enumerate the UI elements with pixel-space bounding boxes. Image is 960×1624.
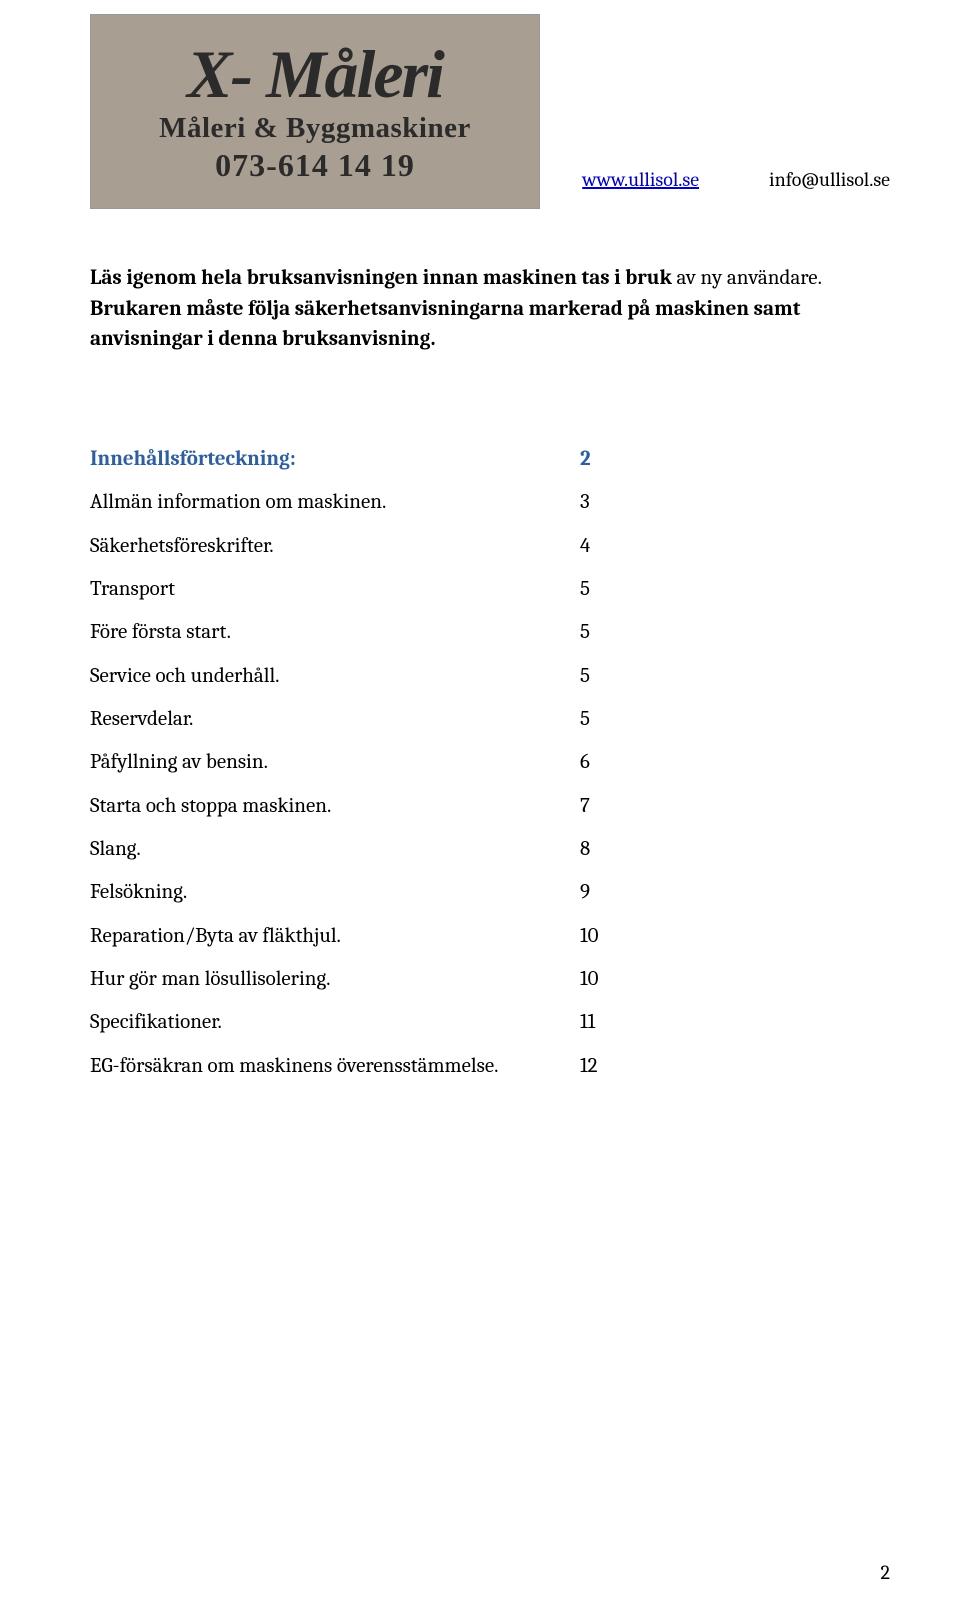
toc-label: Transport <box>90 575 580 603</box>
toc-row: Reservdelar. 5 <box>90 705 620 733</box>
toc-row: Allmän information om maskinen. 3 <box>90 488 620 516</box>
toc-page: 5 <box>580 618 620 646</box>
toc-page: 11 <box>580 1008 620 1036</box>
toc-row: EG-försäkran om maskinens överensstämmel… <box>90 1052 620 1080</box>
logo-phone: 073-614 14 19 <box>215 147 415 184</box>
toc-heading-page: 2 <box>580 445 620 473</box>
toc-label: Felsökning. <box>90 878 580 906</box>
toc-page: 3 <box>580 488 620 516</box>
toc-row: Transport 5 <box>90 575 620 603</box>
toc-label: Säkerhetsföreskrifter. <box>90 532 580 560</box>
toc-row: Hur gör man lösullisolering. 10 <box>90 965 620 993</box>
toc-label: Starta och stoppa maskinen. <box>90 792 580 820</box>
logo-subtitle: Måleri & Byggmaskiner <box>159 112 471 145</box>
logo-box: X- Måleri Måleri & Byggmaskiner 073-614 … <box>90 14 540 209</box>
toc-page: 5 <box>580 662 620 690</box>
toc-page: 4 <box>580 532 620 560</box>
document-page: X- Måleri Måleri & Byggmaskiner 073-614 … <box>0 0 960 1624</box>
toc-label: Före första start. <box>90 618 580 646</box>
toc-row: Service och underhåll. 5 <box>90 662 620 690</box>
toc-label: Reservdelar. <box>90 705 580 733</box>
toc-page: 8 <box>580 835 620 863</box>
toc-row: Specifikationer. 11 <box>90 1008 620 1036</box>
toc-row: Slang. 8 <box>90 835 620 863</box>
intro-bold-2: Brukaren måste följa säkerhetsanvisninga… <box>90 297 800 352</box>
intro-tail: av ny användare. <box>677 266 822 290</box>
table-of-contents: Innehållsförteckning: 2 Allmän informati… <box>90 445 890 1080</box>
header-row: X- Måleri Måleri & Byggmaskiner 073-614 … <box>90 14 890 209</box>
toc-row: Före första start. 5 <box>90 618 620 646</box>
toc-heading-row: Innehållsförteckning: 2 <box>90 445 620 473</box>
toc-page: 9 <box>580 878 620 906</box>
toc-label: Allmän information om maskinen. <box>90 488 580 516</box>
toc-page: 5 <box>580 705 620 733</box>
toc-page: 5 <box>580 575 620 603</box>
toc-label: Specifikationer. <box>90 1008 580 1036</box>
toc-label: Hur gör man lösullisolering. <box>90 965 580 993</box>
toc-page: 6 <box>580 748 620 776</box>
toc-row: Felsökning. 9 <box>90 878 620 906</box>
intro-bold-1: Läs igenom hela bruksanvisningen innan m… <box>90 266 677 290</box>
toc-row: Påfyllning av bensin. 6 <box>90 748 620 776</box>
toc-page: 10 <box>580 922 620 950</box>
page-number: 2 <box>881 1561 890 1584</box>
email-text: info@ullisol.se <box>769 168 890 191</box>
toc-heading-label: Innehållsförteckning: <box>90 445 580 473</box>
toc-row: Reparation/Byta av fläkthjul. 10 <box>90 922 620 950</box>
toc-label: Påfyllning av bensin. <box>90 748 580 776</box>
header-links: www.ullisol.se info@ullisol.se <box>540 168 890 209</box>
toc-label: Slang. <box>90 835 580 863</box>
toc-row: Säkerhetsföreskrifter. 4 <box>90 532 620 560</box>
toc-label: Reparation/Byta av fläkthjul. <box>90 922 580 950</box>
website-link[interactable]: www.ullisol.se <box>582 168 699 191</box>
toc-page: 10 <box>580 965 620 993</box>
toc-row: Starta och stoppa maskinen. 7 <box>90 792 620 820</box>
toc-label: Service och underhåll. <box>90 662 580 690</box>
toc-label: EG-försäkran om maskinens överensstämmel… <box>90 1052 580 1080</box>
logo-title: X- Måleri <box>187 40 443 108</box>
toc-page: 7 <box>580 792 620 820</box>
toc-page: 12 <box>580 1052 620 1080</box>
intro-paragraph: Läs igenom hela bruksanvisningen innan m… <box>90 263 890 355</box>
